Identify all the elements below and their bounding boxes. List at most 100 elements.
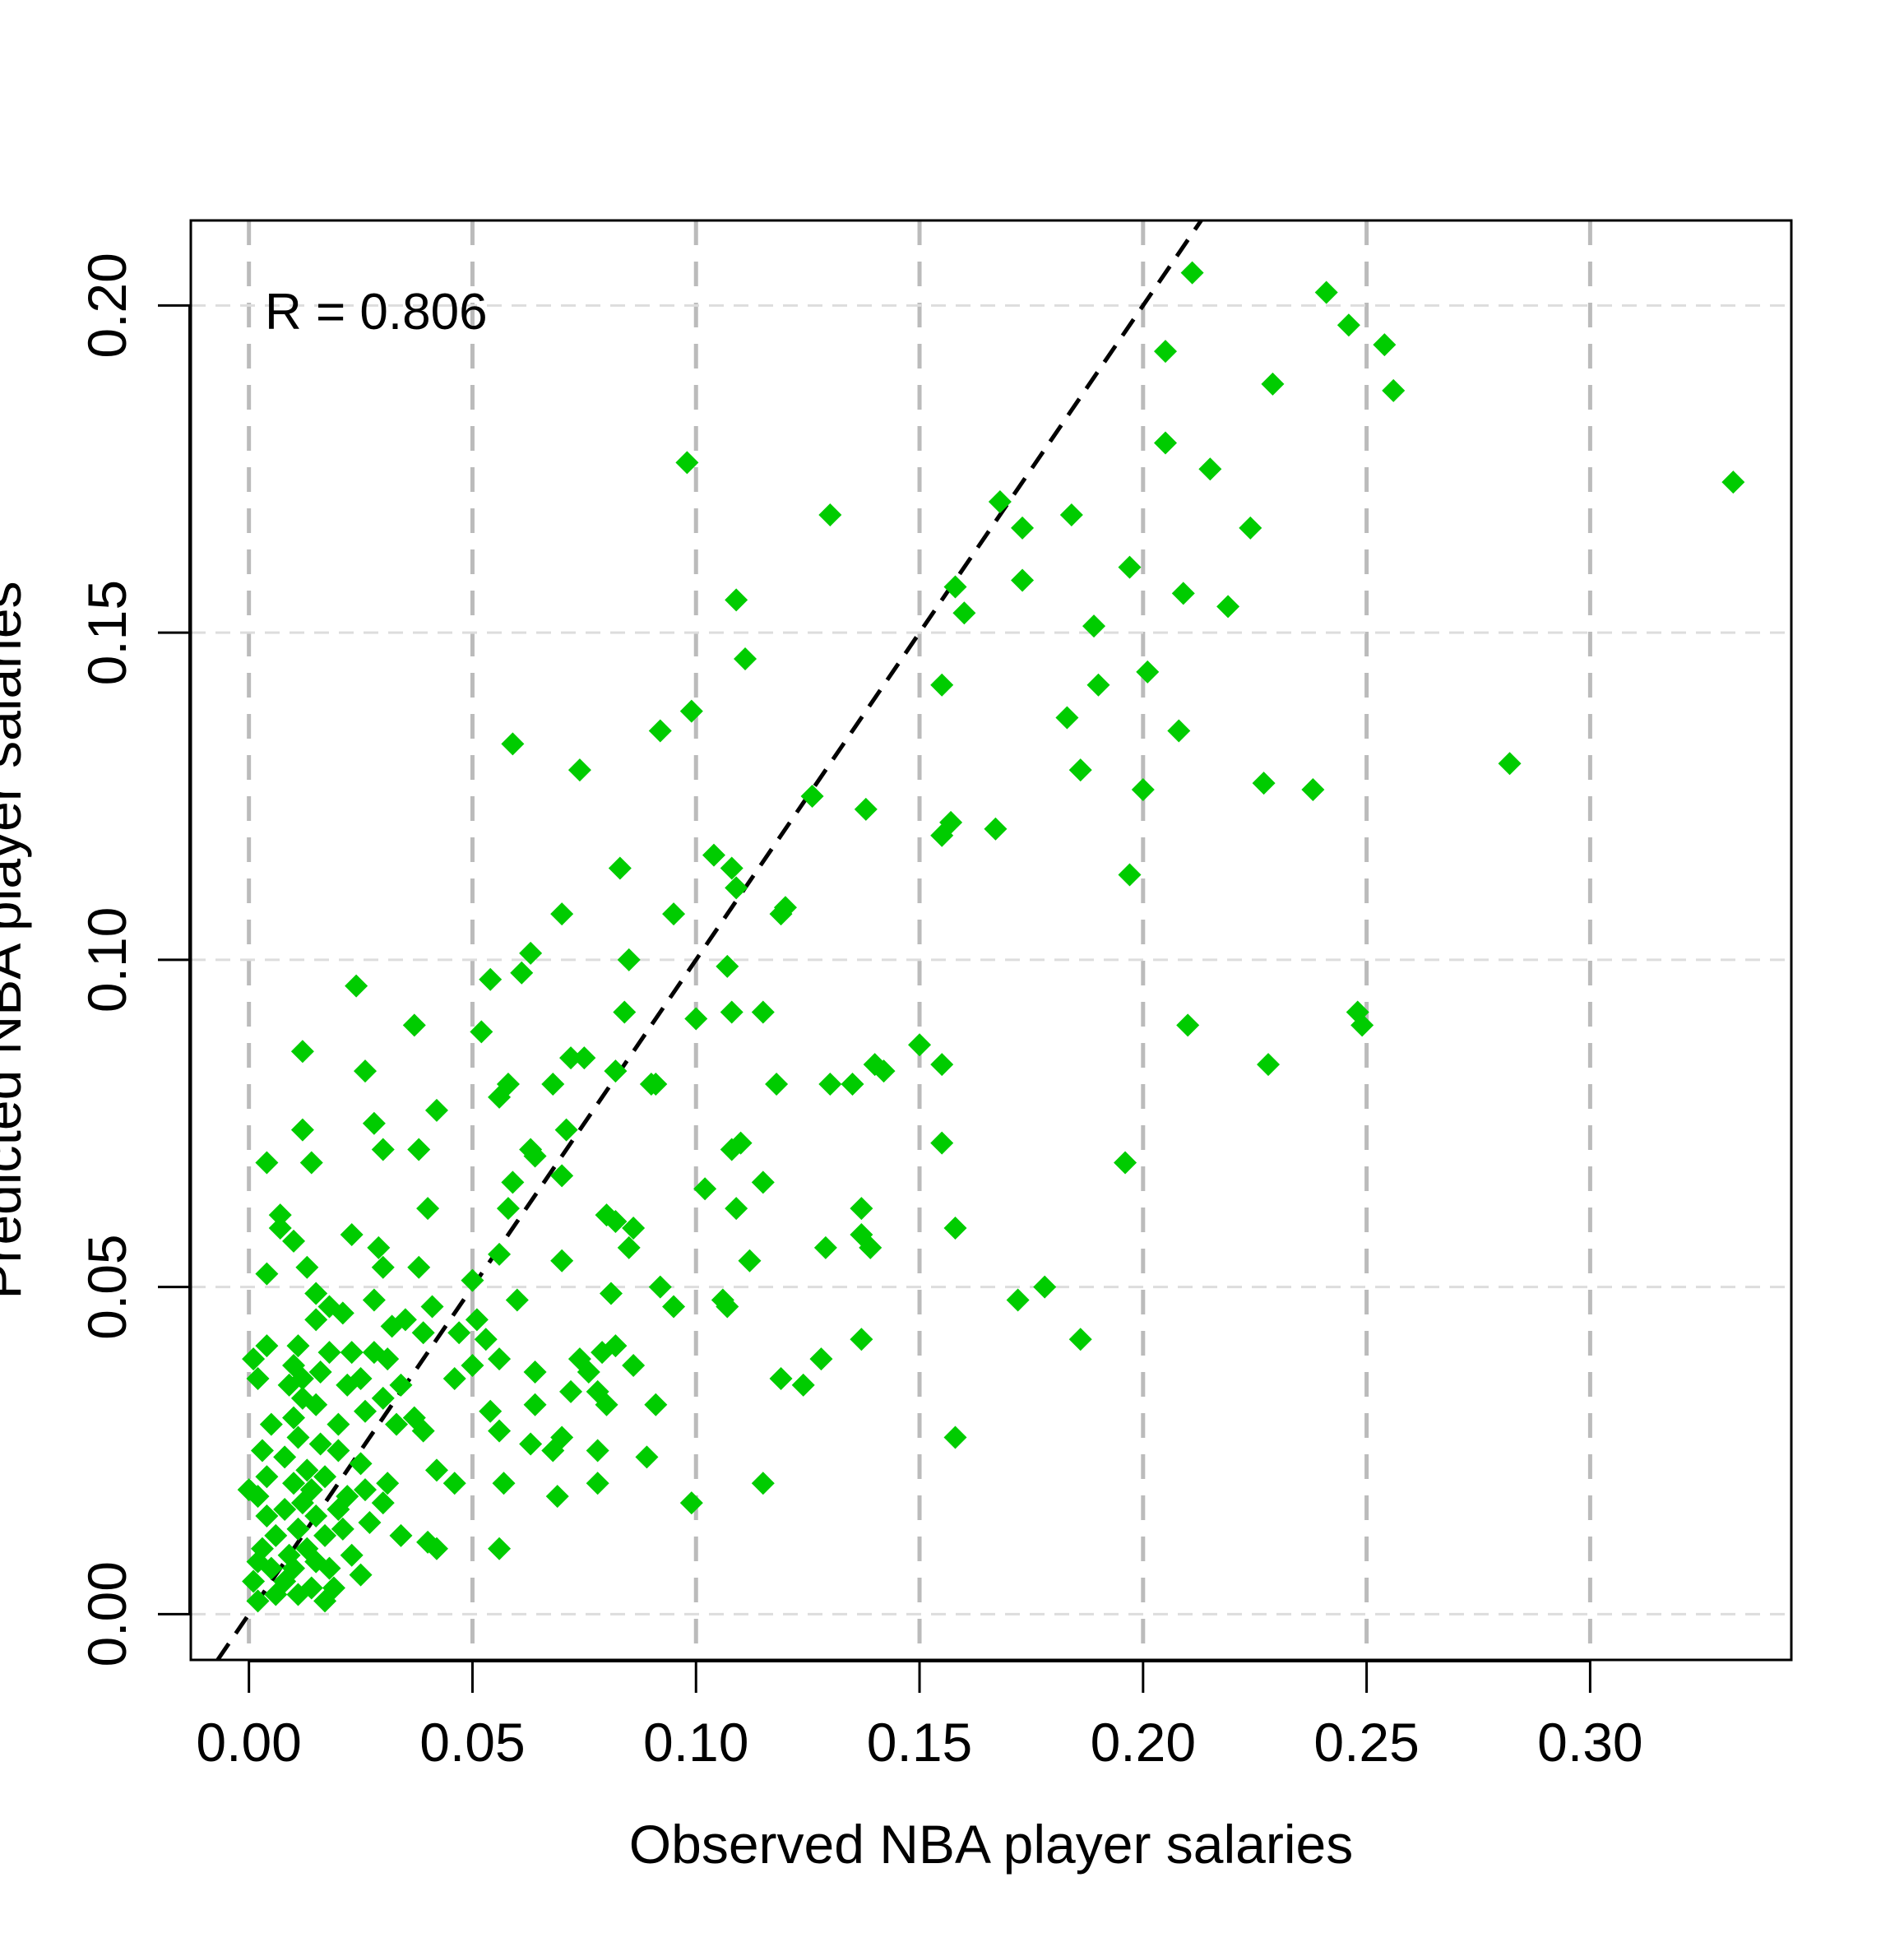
data-point xyxy=(268,1217,292,1240)
data-point xyxy=(246,1485,270,1509)
data-point xyxy=(1350,1013,1374,1037)
data-point xyxy=(1216,595,1240,619)
plot-frame xyxy=(189,219,1793,1662)
data-point xyxy=(299,1151,323,1175)
data-point xyxy=(331,1301,354,1325)
data-point xyxy=(1252,772,1276,795)
data-point xyxy=(519,941,543,965)
data-point xyxy=(1261,372,1285,396)
data-point xyxy=(416,1197,440,1221)
data-point xyxy=(751,1000,775,1024)
data-point xyxy=(725,876,748,900)
data-point xyxy=(559,1046,583,1070)
y-tick-label: 0.10 xyxy=(76,907,137,1013)
data-point xyxy=(277,1373,301,1397)
data-point xyxy=(246,1589,270,1613)
data-point xyxy=(613,1000,637,1024)
data-point xyxy=(599,1282,623,1305)
data-point xyxy=(465,1308,489,1332)
data-point xyxy=(488,1419,512,1443)
data-point xyxy=(385,1412,409,1436)
data-point xyxy=(1301,778,1325,802)
data-point xyxy=(1314,280,1338,304)
y-axis-title: Predicted NBA player salaries xyxy=(0,581,32,1299)
data-point xyxy=(340,1222,364,1246)
data-point xyxy=(308,1361,332,1384)
data-point xyxy=(930,1131,954,1155)
data-point xyxy=(622,1217,646,1240)
data-point xyxy=(586,1439,609,1462)
x-tick-label: 0.20 xyxy=(1091,1712,1196,1773)
grid xyxy=(191,220,1791,1660)
data-point xyxy=(622,1354,646,1378)
data-point xyxy=(286,1583,310,1606)
data-point xyxy=(376,1472,400,1495)
data-point xyxy=(424,1098,448,1122)
data-point xyxy=(362,1288,386,1312)
x-axis-title: Observed NBA player salaries xyxy=(629,1814,1353,1875)
data-point xyxy=(751,1170,775,1194)
data-point xyxy=(424,1458,448,1482)
y-tick-label: 0.05 xyxy=(76,1234,137,1339)
data-point xyxy=(488,1347,512,1371)
data-point xyxy=(264,1523,288,1547)
data-point xyxy=(930,823,954,847)
data-point xyxy=(327,1498,350,1522)
data-point xyxy=(550,1249,574,1272)
data-point xyxy=(720,856,744,880)
data-point xyxy=(604,1334,628,1358)
data-point xyxy=(725,1197,748,1221)
data-point xyxy=(729,1131,753,1155)
data-point xyxy=(541,1073,565,1096)
data-point xyxy=(492,1472,516,1495)
data-point xyxy=(371,1386,395,1410)
data-point xyxy=(286,1334,310,1358)
data-point xyxy=(572,1046,596,1070)
data-point xyxy=(501,732,525,756)
data-point xyxy=(1114,1151,1137,1175)
data-point xyxy=(725,588,748,612)
data-point xyxy=(908,1033,932,1057)
data-point xyxy=(608,856,632,880)
data-point xyxy=(859,1235,883,1259)
data-point xyxy=(1239,516,1262,540)
data-point xyxy=(411,1419,435,1443)
data-point xyxy=(295,1458,319,1482)
data-point xyxy=(1033,1275,1057,1299)
data-point xyxy=(716,1295,739,1319)
y-tick-label: 0.15 xyxy=(76,580,137,685)
data-point xyxy=(371,1491,395,1515)
data-point xyxy=(1171,582,1195,605)
data-point xyxy=(1153,431,1177,455)
data-point xyxy=(371,1255,395,1279)
data-point xyxy=(259,1556,283,1580)
data-point xyxy=(282,1229,306,1253)
data-point xyxy=(751,1472,775,1495)
data-point xyxy=(679,699,703,723)
data-point xyxy=(317,1556,341,1580)
data-point xyxy=(340,1543,364,1567)
data-point xyxy=(447,1321,471,1345)
data-point xyxy=(577,1361,600,1384)
data-point xyxy=(693,1177,717,1201)
data-point xyxy=(353,1478,377,1502)
reference-line-layer xyxy=(215,219,1203,1662)
data-point xyxy=(488,1537,512,1560)
data-point xyxy=(308,1432,332,1456)
data-point xyxy=(273,1445,297,1469)
data-point xyxy=(367,1235,391,1259)
data-point xyxy=(648,1275,672,1299)
data-point xyxy=(461,1354,484,1378)
data-point xyxy=(340,1341,364,1365)
data-point xyxy=(282,1406,306,1430)
data-point xyxy=(336,1373,359,1397)
data-point xyxy=(1337,313,1360,337)
data-point xyxy=(411,1321,435,1345)
data-point xyxy=(250,1439,274,1462)
x-tick-label: 0.05 xyxy=(419,1712,525,1773)
x-tick-label: 0.10 xyxy=(643,1712,748,1773)
data-point xyxy=(662,902,686,926)
data-points xyxy=(237,261,1745,1613)
data-point xyxy=(255,1334,279,1358)
data-point xyxy=(541,1439,565,1462)
